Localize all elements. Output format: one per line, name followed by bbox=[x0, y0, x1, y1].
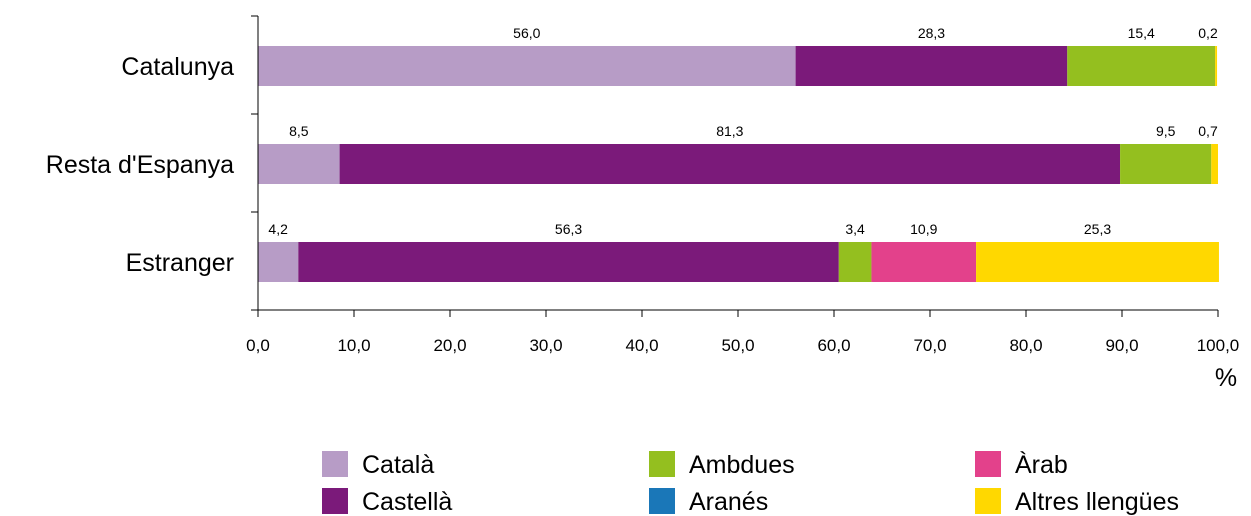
bars-layer bbox=[258, 46, 1219, 282]
category-label: Catalunya bbox=[121, 53, 234, 81]
legend-item: Aranés bbox=[649, 488, 768, 516]
data-label: 8,5 bbox=[289, 123, 309, 139]
x-axis-unit-label: % bbox=[1215, 364, 1237, 392]
x-tick-label: 90,0 bbox=[1105, 336, 1138, 355]
bar-segment bbox=[1120, 144, 1212, 184]
legend-item: Castellà bbox=[322, 488, 452, 516]
x-tick-label: 50,0 bbox=[721, 336, 754, 355]
axes-layer bbox=[251, 15, 1219, 317]
data-label: 28,3 bbox=[918, 25, 945, 41]
legend: Català Ambdues Àrab Castellà Aranés Altres ll… bbox=[322, 450, 1179, 516]
data-label: 56,3 bbox=[555, 221, 582, 237]
data-label: 10,9 bbox=[910, 221, 937, 237]
legend-swatch bbox=[975, 488, 1001, 514]
x-tick-labels: 0,0 10,0 20,0 30,0 40,0 50,0 60,0 70,0 80,0 90,0 1… bbox=[246, 336, 1239, 355]
legend-swatch bbox=[322, 451, 348, 477]
category-labels: Catalunya Resta d'Espanya Estranger bbox=[46, 53, 234, 277]
legend-item: Àrab bbox=[975, 450, 1068, 479]
legend-item: Català bbox=[322, 451, 434, 479]
legend-swatch bbox=[322, 488, 348, 514]
data-label: 4,2 bbox=[268, 221, 288, 237]
x-tick-label: 0,0 bbox=[246, 336, 270, 355]
bar-segment bbox=[1211, 144, 1218, 184]
bar-segment bbox=[838, 242, 872, 282]
legend-label: Altres llengües bbox=[1015, 488, 1179, 516]
x-tick-label: 20,0 bbox=[433, 336, 466, 355]
data-label: 25,3 bbox=[1084, 221, 1111, 237]
legend-label: Català bbox=[362, 451, 434, 479]
legend-label: Castellà bbox=[362, 488, 452, 516]
x-tick-label: 80,0 bbox=[1009, 336, 1042, 355]
category-label: Resta d'Espanya bbox=[46, 151, 234, 179]
legend-item: Ambdues bbox=[649, 451, 795, 479]
data-label: 56,0 bbox=[513, 25, 540, 41]
bar-segment bbox=[298, 242, 839, 282]
data-label: 0,7 bbox=[1198, 123, 1218, 139]
legend-label: Ambdues bbox=[689, 451, 795, 479]
x-tick-label: 100,0 bbox=[1197, 336, 1240, 355]
x-tick-label: 40,0 bbox=[625, 336, 658, 355]
legend-label: Àrab bbox=[1015, 450, 1068, 479]
bar-segment bbox=[339, 144, 1121, 184]
x-tick-label: 70,0 bbox=[913, 336, 946, 355]
bar-segment bbox=[258, 46, 796, 86]
bar-segment bbox=[1215, 46, 1218, 86]
bar-segment bbox=[1067, 46, 1216, 86]
legend-item: Altres llengües bbox=[975, 488, 1179, 516]
legend-swatch bbox=[649, 488, 675, 514]
data-labels-layer: 56,0 28,3 15,4 0,2 8,5 81,3 9,5 0,7 4,2 56,3 3,4 10… bbox=[268, 25, 1218, 237]
bar-segment bbox=[258, 242, 299, 282]
legend-swatch bbox=[975, 451, 1001, 477]
bar-segment bbox=[258, 144, 340, 184]
data-label: 9,5 bbox=[1156, 123, 1176, 139]
legend-label: Aranés bbox=[689, 488, 768, 516]
x-tick-label: 10,0 bbox=[337, 336, 370, 355]
legend-swatch bbox=[649, 451, 675, 477]
data-label: 15,4 bbox=[1128, 25, 1155, 41]
data-label: 0,2 bbox=[1198, 25, 1218, 41]
x-tick-label: 60,0 bbox=[817, 336, 850, 355]
data-label: 3,4 bbox=[845, 221, 865, 237]
category-label: Estranger bbox=[126, 249, 234, 277]
bar-segment bbox=[871, 242, 977, 282]
bar-segment bbox=[976, 242, 1219, 282]
data-label: 81,3 bbox=[716, 123, 743, 139]
x-tick-label: 30,0 bbox=[529, 336, 562, 355]
bar-segment bbox=[795, 46, 1068, 86]
